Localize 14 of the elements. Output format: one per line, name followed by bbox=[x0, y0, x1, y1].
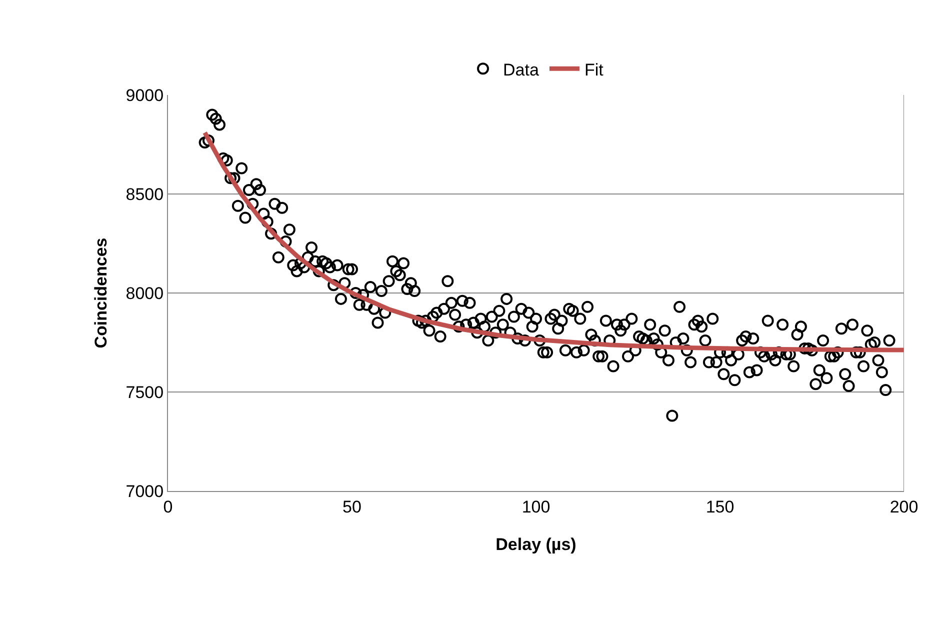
x-tick-label: 50 bbox=[342, 497, 362, 516]
legend-label: Data bbox=[503, 60, 540, 80]
y-tick-label: 8500 bbox=[126, 184, 164, 204]
y-tick-label: 7500 bbox=[126, 382, 164, 402]
legend-label: Fit bbox=[584, 60, 604, 80]
y-tick-label: 9000 bbox=[126, 86, 164, 105]
x-tick-label: 200 bbox=[890, 497, 918, 516]
y-tick-label: 7000 bbox=[126, 482, 164, 501]
y-axis-title: Coincidences bbox=[91, 238, 110, 348]
y-tick-label: 8000 bbox=[126, 284, 164, 303]
x-tick-label: 0 bbox=[163, 497, 173, 516]
x-axis-title: Delay (µs) bbox=[496, 534, 576, 554]
x-tick-label: 150 bbox=[706, 497, 734, 516]
x-tick-label: 100 bbox=[522, 497, 550, 516]
